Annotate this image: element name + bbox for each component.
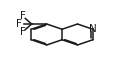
Text: N: N [88, 24, 96, 34]
Text: F: F [20, 11, 25, 21]
Text: F: F [20, 27, 25, 37]
Text: F: F [16, 19, 22, 29]
